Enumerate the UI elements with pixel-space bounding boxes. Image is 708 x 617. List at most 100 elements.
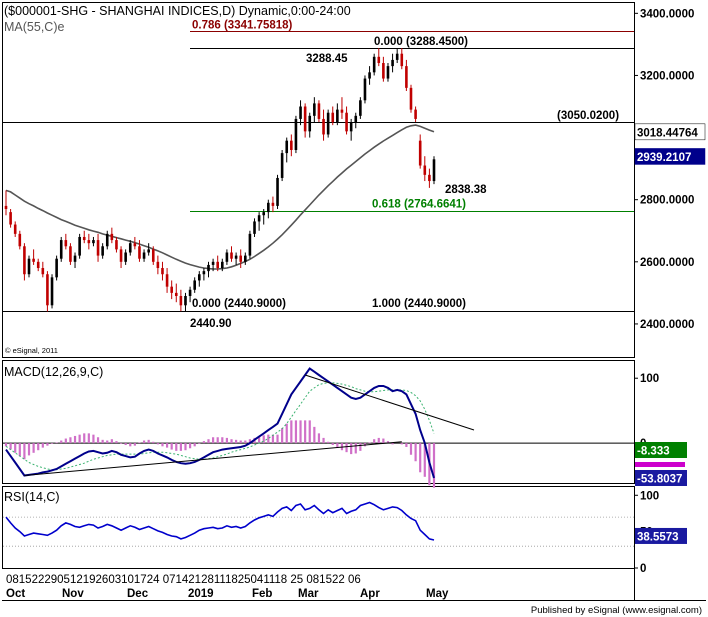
candle xyxy=(115,236,118,253)
level-labels: 0.786 (3341.75818) 0.000 (3288.4500) (3050… xyxy=(190,19,619,330)
candle xyxy=(197,271,201,287)
candle xyxy=(165,268,169,293)
macd-panel-frame xyxy=(2,360,635,484)
candle xyxy=(13,221,17,237)
candle xyxy=(41,261,45,278)
rsi-tags: 38.5573 xyxy=(635,527,687,544)
level-label: 0.000 (3288.4500) xyxy=(374,36,468,48)
month-label: Feb xyxy=(252,588,272,600)
candle xyxy=(211,258,215,272)
tick-label: 0 xyxy=(640,563,646,575)
x-axis-day-labels: 081522290512192603101724 071421281118250… xyxy=(6,574,361,586)
candle xyxy=(119,246,123,269)
price-candles xyxy=(4,48,436,312)
candle xyxy=(69,243,72,265)
svg-text:-53.8037: -53.8037 xyxy=(637,474,682,486)
candle xyxy=(359,97,362,119)
candle xyxy=(276,174,279,210)
tick-label: 3200.0000 xyxy=(640,70,694,82)
price-annotation: 3288.45 xyxy=(306,53,348,65)
candle xyxy=(262,209,266,225)
candle xyxy=(73,252,77,269)
candle xyxy=(432,156,436,185)
macd-tag: -53.8037 xyxy=(635,470,687,486)
candle xyxy=(414,106,417,123)
svg-text:38.5573: 38.5573 xyxy=(637,531,679,543)
candle xyxy=(395,49,399,64)
candle xyxy=(400,48,404,70)
candle xyxy=(78,233,81,259)
candle xyxy=(59,236,63,262)
candle xyxy=(405,59,408,91)
candle xyxy=(23,243,26,281)
month-label: Dec xyxy=(127,588,149,600)
level-label: 1.000 (2440.9000) xyxy=(372,298,466,310)
candle xyxy=(225,249,229,265)
candle xyxy=(184,292,187,312)
tick-label: 3400.0000 xyxy=(640,8,694,20)
candle xyxy=(391,53,394,73)
candle xyxy=(179,289,183,312)
candle xyxy=(161,261,164,281)
candle xyxy=(345,106,348,135)
candle xyxy=(340,97,344,119)
tick-label: 100 xyxy=(640,490,659,502)
candle xyxy=(46,271,49,312)
candle xyxy=(244,252,247,265)
candle xyxy=(82,230,86,244)
candle xyxy=(170,280,173,300)
macd-tags: -8.333 -53.8037 xyxy=(635,442,687,486)
candle xyxy=(313,97,316,123)
candle xyxy=(386,63,390,82)
copyright-text: © eSignal, 2011 xyxy=(5,346,58,355)
month-label: May xyxy=(426,588,449,600)
candle xyxy=(55,255,58,281)
svg-text:-8.333: -8.333 xyxy=(637,446,670,458)
x-axis-month-labels: Oct Nov Dec 2019 Feb Mar Apr May xyxy=(6,588,449,600)
candle xyxy=(363,75,367,104)
candle xyxy=(303,103,307,138)
candle xyxy=(110,227,114,244)
candle xyxy=(18,230,22,250)
ma-legend: MA(55,C)e xyxy=(4,20,64,34)
candle xyxy=(9,209,12,228)
candle xyxy=(280,149,284,182)
macd-title: MACD(12,26,9,C) xyxy=(4,365,103,379)
candle xyxy=(285,137,289,163)
candle xyxy=(156,255,160,275)
candle xyxy=(133,236,137,250)
macd-lines xyxy=(5,367,475,479)
moving-average-55 xyxy=(5,124,435,270)
chart-title: ($000001-SHG - SHANGHAI INDICES,D) Dynam… xyxy=(4,4,351,18)
candle xyxy=(253,218,256,237)
svg-text:2939.2107: 2939.2107 xyxy=(637,152,691,164)
rsi-tag: 38.5573 xyxy=(635,527,687,544)
macd-line xyxy=(5,367,435,479)
candle xyxy=(290,134,293,157)
footer-credit: Published by eSignal (www.esignal.com) xyxy=(531,605,702,616)
candle xyxy=(317,100,321,123)
candle xyxy=(32,249,35,265)
candle xyxy=(428,168,431,188)
price-annotation: 2440.90 xyxy=(190,318,232,330)
candle xyxy=(418,134,422,169)
rsi-line xyxy=(3,501,634,547)
candle xyxy=(230,246,233,262)
panel-frames xyxy=(2,2,706,601)
candle xyxy=(377,48,381,67)
month-label: 2019 xyxy=(188,588,214,600)
candle xyxy=(105,230,109,250)
candle xyxy=(294,115,298,154)
candle xyxy=(124,249,127,265)
candle xyxy=(142,249,146,262)
level-label: 0.786 (3341.75818) xyxy=(192,19,293,31)
price-annotation: 2838.38 xyxy=(445,184,487,196)
month-label: Oct xyxy=(6,588,25,600)
rsi-title: RSI(14,C) xyxy=(4,490,60,504)
level-label: 0.000 (2440.9000) xyxy=(192,298,286,310)
candle xyxy=(336,103,339,126)
candle xyxy=(36,258,40,272)
candle xyxy=(322,109,325,141)
